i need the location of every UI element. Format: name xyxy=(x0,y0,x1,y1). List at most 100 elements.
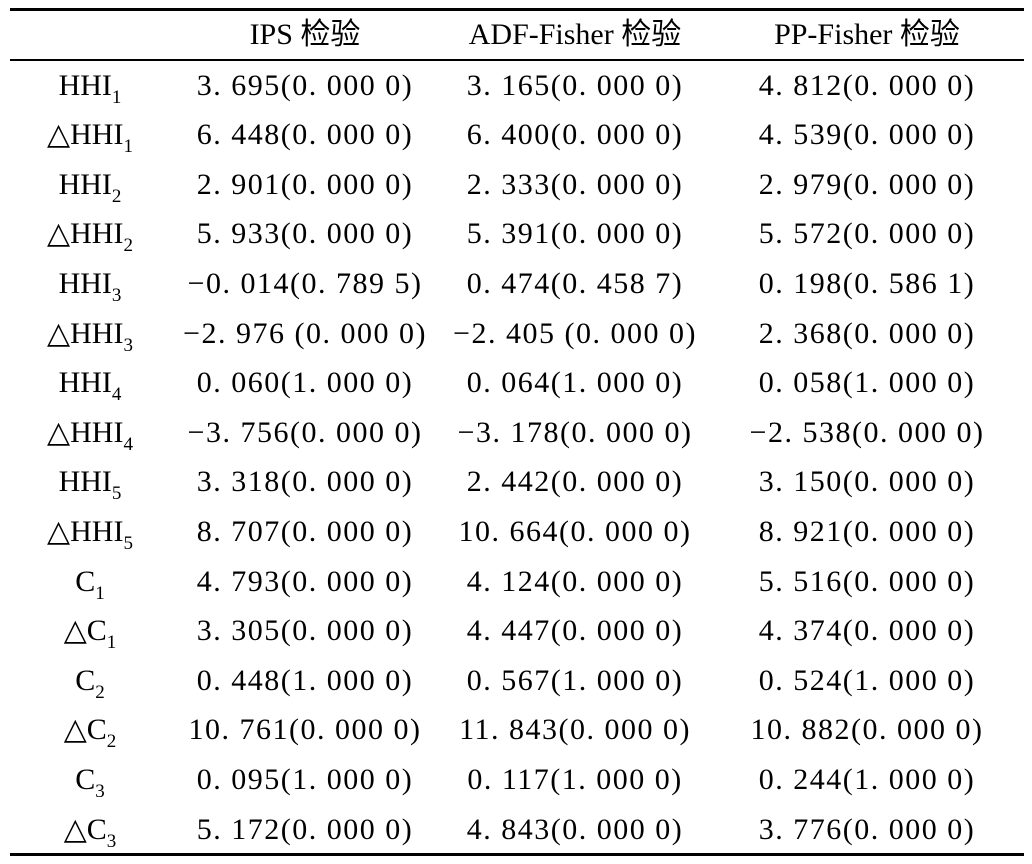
header-variable xyxy=(10,11,170,59)
ips-value-cell: 0. 448(1. 000 0) xyxy=(196,663,414,697)
header-adf-fisher-test: ADF-Fisher 检验 xyxy=(468,18,682,51)
pp-fisher-value-cell: 3. 150(0. 000 0) xyxy=(758,465,976,499)
variable-cell: HHI4 xyxy=(10,358,170,408)
table-row: △HHI2 5. 933(0. 000 0) 5. 391(0. 000 0) 5. … xyxy=(10,209,1024,259)
variable-cell: △C3 xyxy=(10,805,170,855)
adf-fisher-value-cell: 6. 400(0. 000 0) xyxy=(466,118,684,152)
adf-fisher-value-cell: 0. 064(1. 000 0) xyxy=(466,366,684,400)
adf-fisher-value-cell: 2. 333(0. 000 0) xyxy=(466,167,684,201)
variable-name: △HHI xyxy=(47,118,124,152)
variable-cell: △HHI4 xyxy=(10,408,170,458)
table-header-rule xyxy=(10,59,1024,61)
adf-fisher-value-cell: 0. 474(0. 458 7) xyxy=(466,266,684,300)
pp-fisher-value-cell: 2. 979(0. 000 0) xyxy=(758,167,976,201)
pp-fisher-value-cell: 8. 921(0. 000 0) xyxy=(758,514,976,548)
variable-name: △HHI xyxy=(47,514,124,548)
variable-subscript: 4 xyxy=(111,384,122,406)
ips-value-cell: 3. 305(0. 000 0) xyxy=(196,614,414,648)
ips-value-cell: −2. 976 (0. 000 0) xyxy=(183,316,427,350)
variable-name: HHI xyxy=(58,465,112,499)
variable-subscript: 3 xyxy=(95,780,105,802)
table-row: △HHI1 6. 448(0. 000 0) 6. 400(0. 000 0) 4. … xyxy=(10,110,1024,160)
ips-value-cell: 5. 172(0. 000 0) xyxy=(196,812,414,846)
variable-name: HHI xyxy=(58,167,112,201)
pp-fisher-value-cell: 5. 516(0. 000 0) xyxy=(758,564,976,598)
adf-fisher-value-cell: 0. 117(1. 000 0) xyxy=(467,762,683,796)
ips-value-cell: 5. 933(0. 000 0) xyxy=(196,217,414,251)
table-top-rule xyxy=(10,8,1024,11)
variable-name: C xyxy=(75,663,96,697)
adf-fisher-value-cell: 4. 843(0. 000 0) xyxy=(466,812,684,846)
adf-fisher-value-cell: 10. 664(0. 000 0) xyxy=(458,514,692,548)
variable-cell: HHI2 xyxy=(10,160,170,210)
variable-name: HHI xyxy=(58,266,112,300)
table-row: C2 0. 448(1. 000 0) 0. 567(1. 000 0) 0. 524… xyxy=(10,656,1024,706)
ips-value-cell: 2. 901(0. 000 0) xyxy=(196,167,414,201)
variable-subscript: 2 xyxy=(95,681,105,703)
table-row: △HHI3 −2. 976 (0. 000 0) −2. 405 (0. 000 0… xyxy=(10,309,1024,359)
variable-cell: C1 xyxy=(10,557,170,607)
variable-subscript: 1 xyxy=(123,136,133,158)
variable-subscript: 2 xyxy=(111,185,122,207)
ips-value-cell: 3. 318(0. 000 0) xyxy=(196,465,414,499)
table-row: C3 0. 095(1. 000 0) 0. 117(1. 000 0) 0. 244… xyxy=(10,755,1024,805)
variable-subscript: 4 xyxy=(123,433,133,455)
ips-value-cell: 0. 095(1. 000 0) xyxy=(196,762,414,796)
variable-subscript: 3 xyxy=(111,284,122,306)
pp-fisher-value-cell: 4. 374(0. 000 0) xyxy=(758,614,976,648)
variable-name: △HHI xyxy=(47,217,124,251)
pp-fisher-value-cell: 10. 882(0. 000 0) xyxy=(750,713,984,747)
adf-fisher-value-cell: 4. 447(0. 000 0) xyxy=(466,614,684,648)
adf-fisher-value-cell: 0. 567(1. 000 0) xyxy=(466,663,684,697)
variable-cell: △C1 xyxy=(10,606,170,656)
adf-fisher-value-cell: 11. 843(0. 000 0) xyxy=(459,713,691,747)
table-row: △HHI4 −3. 756(0. 000 0) −3. 178(0. 000 0) −… xyxy=(10,408,1024,458)
pp-fisher-value-cell: 2. 368(0. 000 0) xyxy=(758,316,976,350)
adf-fisher-value-cell: 4. 124(0. 000 0) xyxy=(466,564,684,598)
ips-value-cell: 3. 695(0. 000 0) xyxy=(196,68,414,102)
adf-fisher-value-cell: 5. 391(0. 000 0) xyxy=(466,217,684,251)
variable-subscript: 2 xyxy=(123,235,133,257)
pp-fisher-value-cell: 0. 524(1. 000 0) xyxy=(758,663,976,697)
table-row: C1 4. 793(0. 000 0) 4. 124(0. 000 0) 5. 516… xyxy=(10,557,1024,607)
variable-name: HHI xyxy=(58,366,112,400)
table-row: △C3 5. 172(0. 000 0) 4. 843(0. 000 0) 3. 77… xyxy=(10,805,1024,855)
variable-cell: △HHI5 xyxy=(10,507,170,557)
variable-subscript: 1 xyxy=(106,632,117,654)
variable-name: C xyxy=(75,564,96,598)
variable-name: △C xyxy=(63,812,107,846)
table-row: HHI3 −0. 014(0. 789 5) 0. 474(0. 458 7) 0. … xyxy=(10,259,1024,309)
pp-fisher-value-cell: 5. 572(0. 000 0) xyxy=(758,217,976,251)
variable-name: C xyxy=(75,762,96,796)
ips-value-cell: 0. 060(1. 000 0) xyxy=(196,366,414,400)
table-row: △C2 10. 761(0. 000 0) 11. 843(0. 000 0) 10.… xyxy=(10,705,1024,755)
pp-fisher-value-cell: 0. 244(1. 000 0) xyxy=(758,762,976,796)
variable-subscript: 1 xyxy=(95,582,105,604)
variable-subscript: 5 xyxy=(111,483,122,505)
table-row: HHI5 3. 318(0. 000 0) 2. 442(0. 000 0) 3. 1… xyxy=(10,457,1024,507)
pp-fisher-value-cell: −2. 538(0. 000 0) xyxy=(749,415,985,449)
table-row: △HHI5 8. 707(0. 000 0) 10. 664(0. 000 0) 8.… xyxy=(10,507,1024,557)
ips-value-cell: −0. 014(0. 789 5) xyxy=(187,266,423,300)
ips-value-cell: 6. 448(0. 000 0) xyxy=(196,118,414,152)
variable-cell: △C2 xyxy=(10,705,170,755)
adf-fisher-value-cell: −3. 178(0. 000 0) xyxy=(457,415,693,449)
header-ips-test: IPS 检验 xyxy=(249,18,361,51)
table-row: HHI2 2. 901(0. 000 0) 2. 333(0. 000 0) 2. 9… xyxy=(10,160,1024,210)
pp-fisher-value-cell: 0. 058(1. 000 0) xyxy=(758,366,976,400)
pp-fisher-value-cell: 0. 198(0. 586 1) xyxy=(758,266,976,300)
table-bottom-rule xyxy=(10,853,1024,856)
variable-cell: HHI5 xyxy=(10,457,170,507)
variable-subscript: 3 xyxy=(123,334,133,356)
ips-value-cell: 8. 707(0. 000 0) xyxy=(196,514,414,548)
variable-cell: HHI1 xyxy=(10,61,170,111)
table-row: △C1 3. 305(0. 000 0) 4. 447(0. 000 0) 4. 37… xyxy=(10,606,1024,656)
variable-name: △C xyxy=(63,614,107,648)
adf-fisher-value-cell: 2. 442(0. 000 0) xyxy=(466,465,684,499)
variable-cell: △HHI2 xyxy=(10,209,170,259)
variable-cell: C3 xyxy=(10,755,170,805)
pp-fisher-value-cell: 4. 539(0. 000 0) xyxy=(758,118,976,152)
variable-subscript: 5 xyxy=(123,532,133,554)
ips-value-cell: −3. 756(0. 000 0) xyxy=(187,415,423,449)
ips-value-cell: 10. 761(0. 000 0) xyxy=(188,713,422,747)
